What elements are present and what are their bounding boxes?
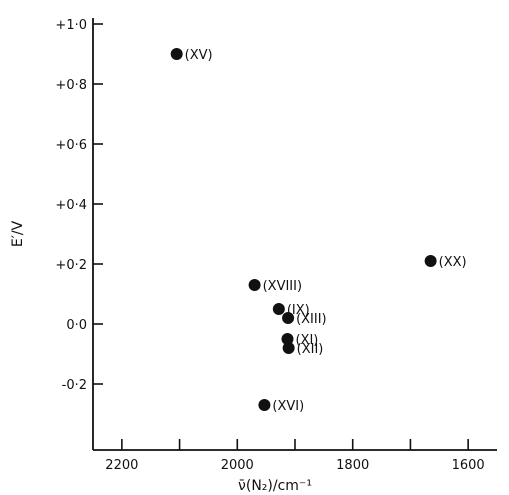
data-point [248,279,261,291]
axes [92,18,497,451]
y-tick-label: +0·6 [55,138,87,153]
y-ticks: +1·0 +0·8 +0·6 +0·4 +0·2 0·0 -0·2 [55,18,103,393]
x-tick-label: 1600 [452,458,485,473]
x-axis-title: ν̄(N₂)/cm⁻¹ [238,478,312,494]
y-tick-label: +0·8 [55,78,87,93]
x-tick-label: 2000 [221,458,254,473]
data-point-label: (XVI) [272,399,304,414]
data-point-label: (XVIII) [263,279,302,294]
x-ticks: 2200 2000 1800 1600 [105,439,485,473]
data-point [258,399,271,411]
x-tick-label: 2200 [105,458,138,473]
data-point-label: (XV) [185,48,213,63]
y-tick-label: 0·0 [66,318,87,333]
y-tick-label: +0·4 [55,198,87,213]
data-point-label: (XI) [295,333,318,348]
data-point [282,312,295,324]
data-point-label: (XII) [297,342,324,357]
y-tick-label: +0·2 [55,258,87,273]
data-point-label: (XX) [439,255,467,270]
x-tick-label: 1800 [336,458,369,473]
data-point [170,48,183,60]
data-points: (XV)(XX)(XVIII)(IX)(XIII)(XI)(XII)(XVI) [170,48,467,414]
data-point [272,303,285,315]
y-axis-title: E′/V [10,220,26,247]
data-point [282,342,295,354]
data-point-label: (XIII) [296,312,327,327]
y-tick-label: -0·2 [62,378,87,393]
data-point [281,333,294,345]
y-tick-label: +1·0 [55,18,87,33]
data-point [424,255,437,267]
